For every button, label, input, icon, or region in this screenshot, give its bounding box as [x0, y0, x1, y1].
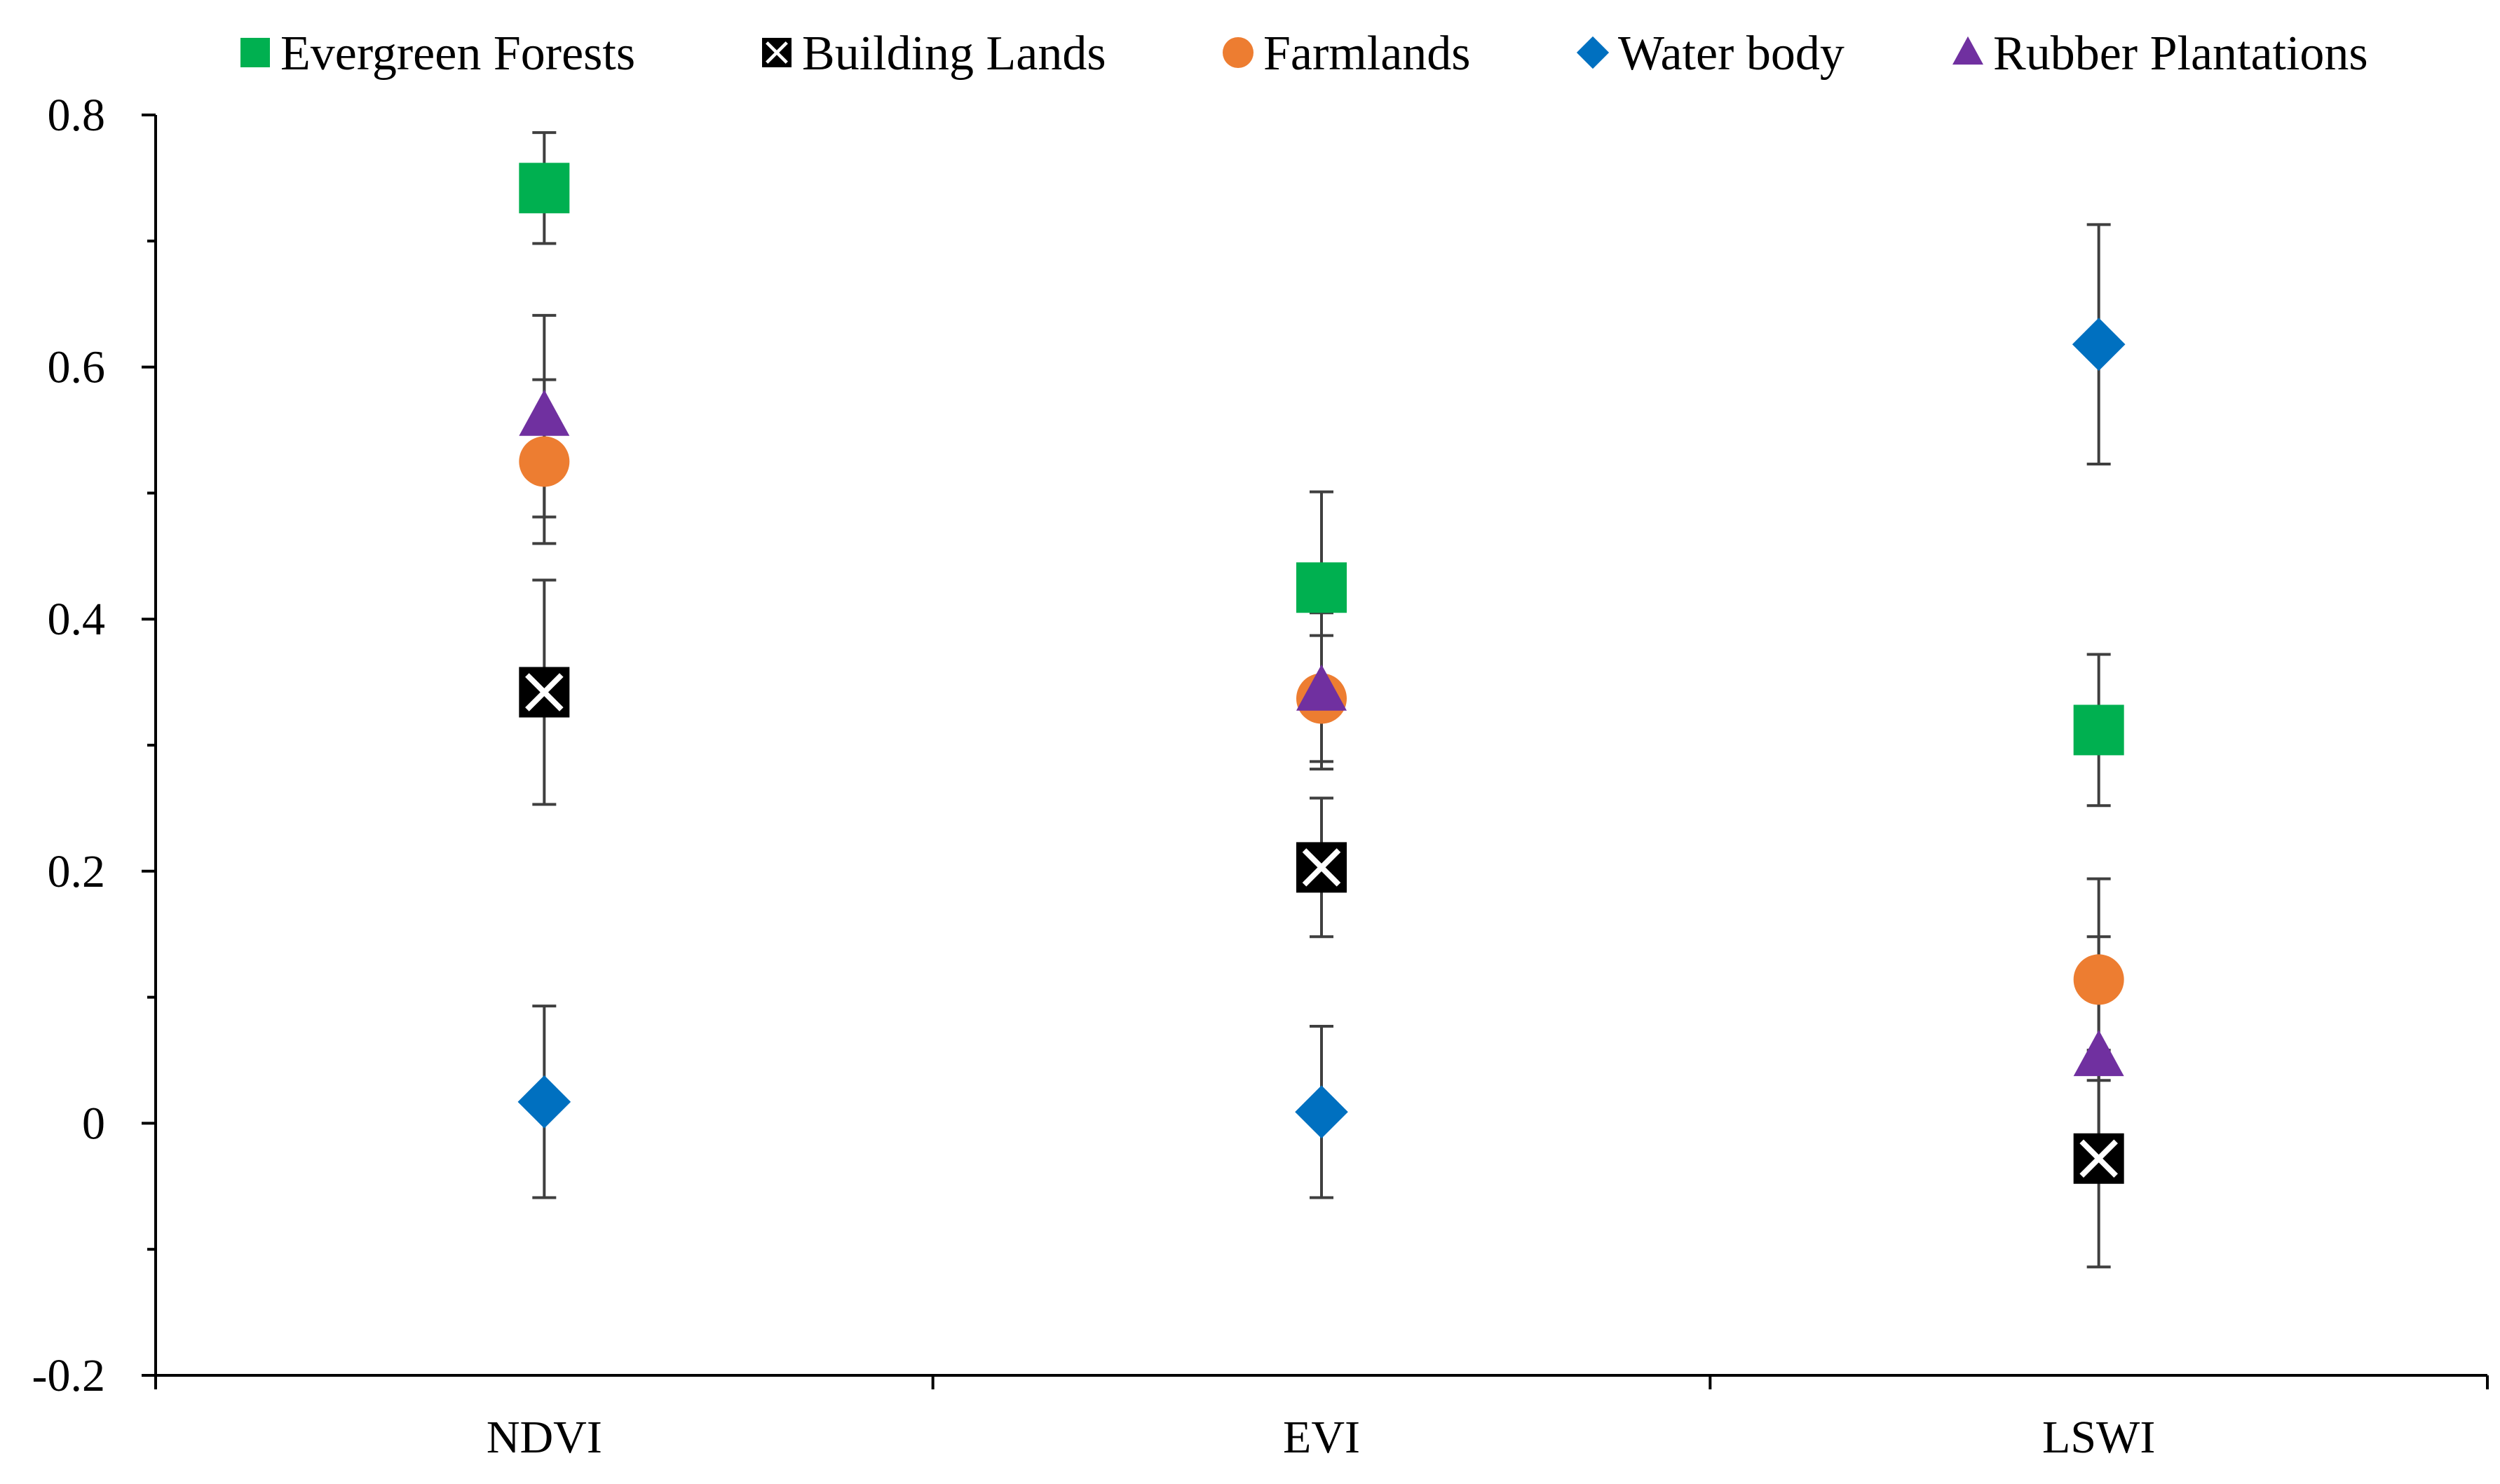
x-category-label-evi: EVI: [1283, 1412, 1360, 1463]
point-water-body-ndvi: [517, 1075, 571, 1129]
point-farmlands-lswi: [2073, 954, 2124, 1005]
axes: -0.2 0 0.2 0.4 0.6 0.8 NDVI EVI LSWI: [32, 90, 2489, 1463]
y-tick-label: 0.8: [48, 90, 106, 141]
y-tick-label: 0.4: [48, 594, 106, 645]
x-category-label-ndvi: NDVI: [487, 1412, 602, 1463]
point-rubber-plantations-evi: [1296, 664, 1347, 711]
legend-label-rubber-plantations: Rubber Plantations: [1993, 27, 2368, 81]
data-markers: [517, 163, 2126, 1184]
point-building-lands-ndvi-cross-b: [525, 673, 564, 712]
y-tick-label: 0.6: [48, 342, 106, 393]
legend-marker-water-body: [1576, 36, 1610, 69]
y-tick-label: 0.2: [48, 846, 106, 897]
point-farmlands-ndvi: [519, 436, 570, 487]
point-building-lands-lswi-cross-b: [2079, 1139, 2118, 1178]
point-water-body-evi: [1295, 1085, 1348, 1139]
point-evergreen-forests-lswi: [2073, 704, 2124, 756]
legend-label-evergreen-forests: Evergreen Forests: [280, 27, 635, 81]
point-building-lands-evi: [1296, 842, 1347, 893]
point-building-lands-lswi: [2073, 1133, 2124, 1184]
legend-label-farmlands: Farmlands: [1263, 27, 1471, 81]
legend: Evergreen Forests Building Lands Farmlands…: [240, 27, 2368, 81]
point-rubber-plantations-ndvi: [519, 389, 570, 436]
point-water-body-lswi: [2072, 318, 2126, 372]
y-tick-label: 0: [82, 1098, 105, 1149]
legend-label-water-body: Water body: [1618, 27, 1845, 81]
legend-label-building-lands: Building Lands: [802, 27, 1106, 81]
legend-marker-rubber-plantations: [1952, 36, 1983, 65]
legend-marker-evergreen-forests: [240, 38, 270, 67]
legend-marker-farmlands: [1223, 37, 1254, 68]
x-category-label-lswi: LSWI: [2042, 1412, 2155, 1463]
y-tick-label: -0.2: [32, 1350, 105, 1401]
legend-marker-building-lands-cross-b: [766, 41, 788, 64]
point-evergreen-forests-ndvi: [519, 163, 570, 214]
point-building-lands-ndvi: [519, 667, 570, 718]
point-rubber-plantations-lswi: [2073, 1030, 2124, 1077]
point-building-lands-evi-cross-b: [1302, 848, 1341, 887]
point-evergreen-forests-evi: [1296, 562, 1347, 613]
legend-marker-building-lands: [762, 38, 792, 67]
